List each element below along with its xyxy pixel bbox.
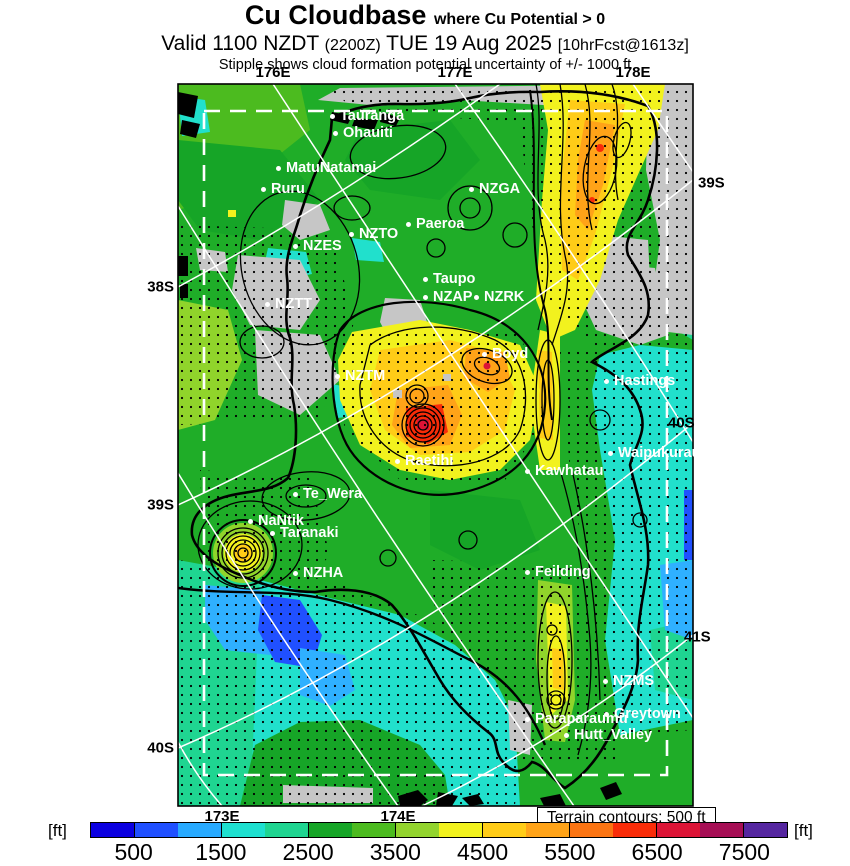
colorbar-tick-label: 7500 bbox=[718, 839, 770, 865]
colorbar-segment bbox=[352, 823, 395, 837]
colorbar-segment bbox=[91, 823, 134, 837]
colorbar-tick-label: 4500 bbox=[457, 839, 509, 865]
colorbar-segment bbox=[656, 823, 700, 837]
colorbar-tick-label: 3500 bbox=[369, 839, 421, 865]
domain-boundary bbox=[202, 109, 669, 777]
colorbar-segment bbox=[743, 823, 787, 837]
valid-date: TUE 19 Aug 2025 bbox=[386, 32, 552, 55]
colorbar-segment bbox=[700, 823, 743, 837]
colorbar-tick-label: 2500 bbox=[282, 839, 334, 865]
valid-zulu: (2200Z) bbox=[324, 37, 381, 54]
colorbar-segment bbox=[526, 823, 569, 837]
page-title: Cu Cloudbase where Cu Potential > 0 bbox=[0, 2, 850, 33]
graticule bbox=[178, 84, 693, 806]
colorbar-segment bbox=[482, 823, 526, 837]
colorbar-unit-right: [ft] bbox=[794, 821, 813, 840]
colorbar-tick-label: 500 bbox=[114, 839, 153, 865]
colorbar-segment bbox=[134, 823, 178, 837]
colorbar-tick-label: 1500 bbox=[195, 839, 247, 865]
stipple-note: Stipple shows cloud formation potential … bbox=[218, 57, 632, 73]
forecast-ref: [10hrFcst@1613z] bbox=[557, 37, 689, 54]
colorbar-segment bbox=[395, 823, 439, 837]
valid-prefix: Valid 1100 NZDT bbox=[161, 32, 319, 55]
colorbar-ticks: 500 1500 2500 3500 4500 5500 6500 7500 bbox=[90, 839, 788, 865]
header: Cu Cloudbase where Cu Potential > 0 Vali… bbox=[0, 2, 850, 74]
colorbar bbox=[90, 822, 788, 838]
contours bbox=[197, 84, 648, 756]
colorbar-segment bbox=[178, 823, 221, 837]
colorbar-tick-label: 6500 bbox=[631, 839, 683, 865]
colorbar-segment bbox=[221, 823, 265, 837]
colorbar-unit-left: [ft] bbox=[48, 821, 67, 840]
colorbar-segment bbox=[613, 823, 656, 837]
map-border bbox=[177, 83, 694, 807]
valid-time-line: Valid 1100 NZDT (2200Z) TUE 19 Aug 2025 … bbox=[0, 33, 850, 57]
colorbar-segment bbox=[308, 823, 352, 837]
title-condition: where Cu Potential > 0 bbox=[433, 11, 606, 28]
colorbar-tick-label: 5500 bbox=[544, 839, 596, 865]
colorbar-segment bbox=[569, 823, 613, 837]
colorbar-segment bbox=[439, 823, 482, 837]
coastline bbox=[178, 89, 659, 806]
title-main: Cu Cloudbase bbox=[244, 0, 427, 30]
colorbar-segment bbox=[265, 823, 308, 837]
